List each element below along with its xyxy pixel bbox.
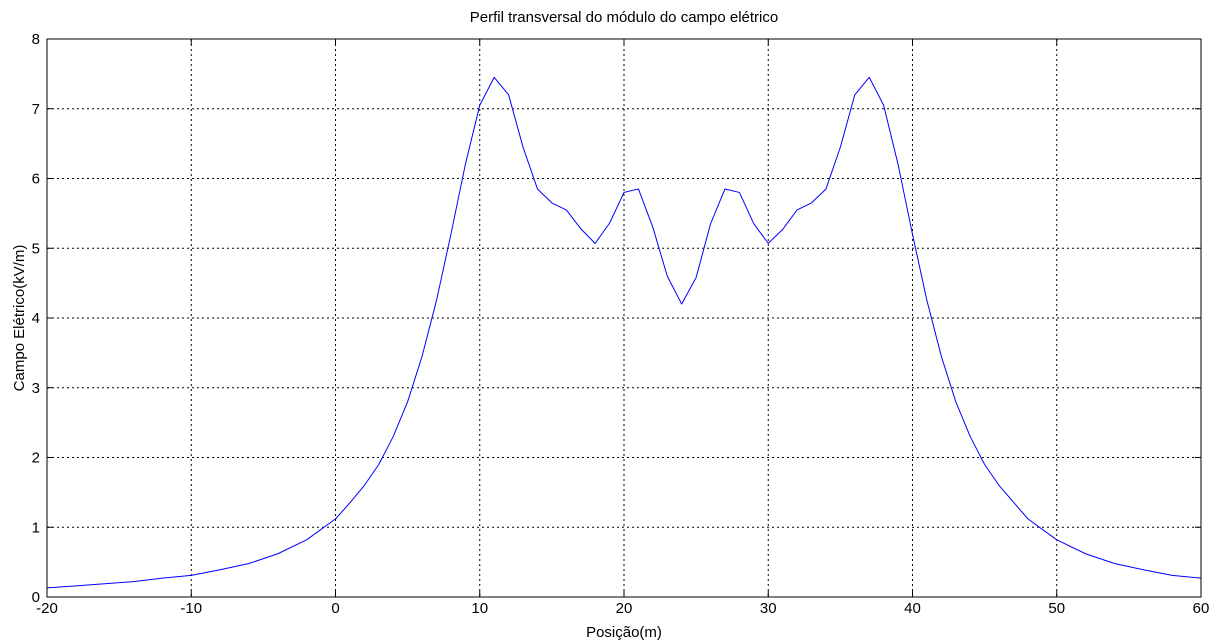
y-tick-label: 0 — [32, 589, 40, 606]
y-tick-label: 5 — [32, 240, 40, 257]
x-axis-title: Posição(m) — [586, 624, 662, 641]
y-tick-label: 8 — [32, 31, 40, 48]
series-layer — [46, 76, 1202, 589]
x-tick-label: 0 — [331, 600, 339, 617]
x-tick-label: 30 — [760, 600, 777, 617]
x-tick-label: 40 — [904, 600, 921, 617]
axis-ticks: -20 -10 0 10 20 30 40 50 60 0 1 2 3 4 5 6 7 8 — [32, 31, 1210, 617]
y-tick-label: 6 — [32, 171, 40, 188]
series-line — [46, 76, 1202, 589]
x-tick-label: 50 — [1048, 600, 1065, 617]
y-axis-title: Campo Elétrico(kV/m) — [11, 245, 28, 392]
x-tick-label: -10 — [180, 600, 202, 617]
y-tick-label: 3 — [32, 380, 40, 397]
y-tick-label: 7 — [32, 101, 40, 118]
y-tick-label: 1 — [32, 519, 40, 536]
y-tick-label: 4 — [32, 310, 40, 327]
x-tick-label: 60 — [1193, 600, 1210, 617]
chart-title: Perfil transversal do módulo do campo el… — [470, 9, 778, 26]
y-tick-label: 2 — [32, 450, 40, 467]
grid-lines — [47, 39, 1201, 597]
x-tick-label: 20 — [616, 600, 633, 617]
x-tick-label: -20 — [36, 600, 58, 617]
x-tick-label: 10 — [471, 600, 488, 617]
